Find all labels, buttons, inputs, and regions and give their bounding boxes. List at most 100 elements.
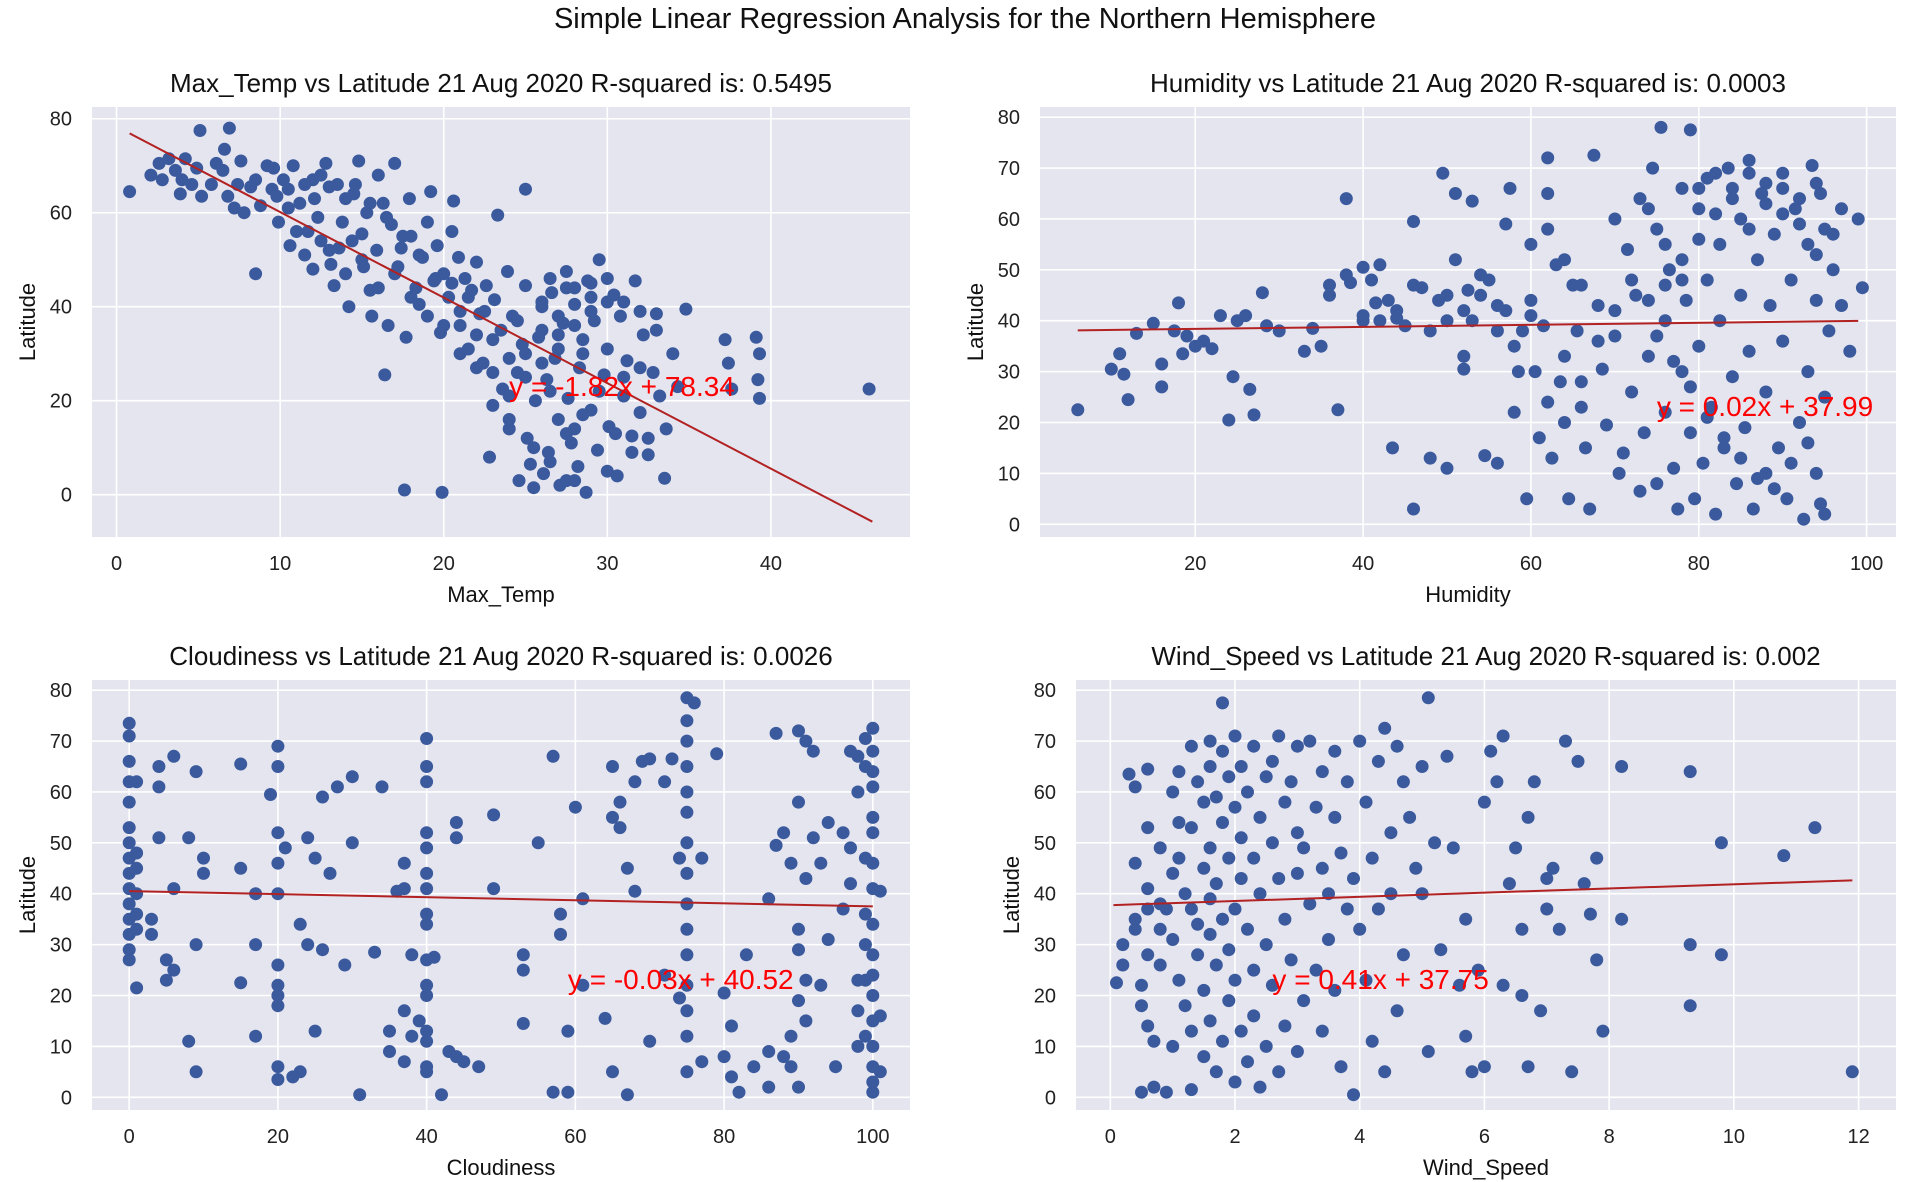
data-point	[298, 248, 312, 262]
data-point	[1474, 268, 1488, 282]
data-point	[1496, 729, 1510, 743]
data-point	[866, 810, 880, 824]
data-point	[695, 851, 709, 865]
data-point	[301, 831, 315, 845]
data-point	[1446, 841, 1460, 855]
data-point	[265, 182, 279, 196]
data-point	[355, 227, 369, 241]
data-point	[1428, 836, 1442, 850]
data-point	[792, 994, 805, 1008]
data-point	[1448, 187, 1462, 200]
data-point	[1328, 810, 1342, 824]
data-point	[1448, 253, 1462, 267]
data-point	[568, 319, 582, 332]
data-point	[281, 182, 295, 196]
data-point	[1297, 344, 1311, 358]
data-point	[1520, 492, 1534, 506]
data-point	[561, 391, 575, 405]
x-tick-label: 40	[1352, 553, 1374, 575]
data-point	[866, 826, 880, 840]
data-point	[1521, 810, 1535, 824]
data-point	[1423, 451, 1437, 465]
data-point	[122, 716, 136, 730]
data-point	[352, 154, 366, 168]
data-point	[866, 968, 880, 982]
data-point	[606, 1065, 619, 1079]
data-point	[680, 1004, 694, 1018]
data-point	[680, 978, 694, 992]
data-point	[1571, 754, 1585, 768]
data-point	[308, 1024, 322, 1038]
regression-equation: y = -0.03x + 40.52	[568, 964, 794, 995]
data-point	[1503, 181, 1517, 195]
data-point	[1625, 273, 1639, 287]
data-point	[1675, 365, 1689, 379]
data-point	[453, 347, 467, 361]
data-point	[609, 427, 622, 441]
data-point	[1565, 1065, 1579, 1079]
data-point	[806, 744, 820, 758]
data-point	[1683, 380, 1697, 394]
data-point	[308, 192, 321, 206]
data-point	[1365, 273, 1378, 287]
data-point	[866, 948, 880, 962]
data-point	[1484, 744, 1498, 758]
x-tick-label: 80	[713, 1126, 735, 1148]
data-point	[680, 866, 694, 880]
data-point	[1714, 948, 1728, 962]
data-point	[617, 370, 631, 384]
data-point	[1474, 288, 1488, 302]
chart-title: Cloudiness vs Latitude 21 Aug 2020 R-squ…	[169, 641, 832, 671]
data-point	[1457, 362, 1471, 376]
data-point	[784, 856, 798, 870]
data-point	[1776, 334, 1790, 348]
data-point	[324, 257, 338, 271]
data-point	[512, 474, 526, 488]
data-point	[1272, 872, 1286, 885]
data-point	[145, 927, 158, 941]
data-point	[540, 373, 554, 387]
data-point	[1290, 739, 1304, 753]
data-point	[1590, 953, 1604, 967]
data-point	[1328, 744, 1342, 758]
data-point	[271, 826, 285, 840]
data-point	[633, 361, 647, 375]
data-point	[545, 286, 559, 300]
data-point	[249, 1029, 263, 1043]
data-point	[1528, 365, 1542, 379]
data-point	[1777, 849, 1791, 863]
data-point	[1203, 1014, 1217, 1028]
data-point	[1477, 1060, 1491, 1074]
x-tick-label: 4	[1354, 1126, 1365, 1148]
data-point	[1822, 324, 1836, 338]
data-point	[1421, 691, 1435, 705]
data-point	[271, 989, 285, 1002]
data-point	[792, 795, 805, 809]
data-point	[1784, 456, 1798, 470]
data-point	[1135, 978, 1148, 992]
data-point	[535, 295, 549, 309]
data-point	[1234, 760, 1248, 773]
data-point	[1641, 293, 1655, 307]
regression-equation: y = 0.41x + 37.75	[1272, 964, 1488, 995]
data-point	[290, 225, 303, 238]
data-point	[193, 124, 207, 137]
data-point	[1184, 1083, 1198, 1097]
data-point	[1334, 846, 1348, 860]
data-point	[447, 194, 461, 208]
data-point	[1742, 222, 1756, 236]
data-point	[1303, 734, 1317, 748]
x-tick-label: 20	[1184, 553, 1206, 575]
data-point	[1322, 933, 1335, 946]
data-point	[1315, 765, 1329, 779]
data-point	[732, 1085, 746, 1099]
data-point	[398, 483, 411, 497]
data-point	[1216, 696, 1229, 710]
data-point	[1213, 309, 1227, 323]
data-point	[535, 323, 549, 337]
data-point	[527, 481, 541, 495]
data-point	[1541, 151, 1555, 165]
regression-line	[129, 890, 873, 908]
y-axis-label: Latitude	[999, 856, 1024, 934]
data-point	[620, 354, 634, 368]
